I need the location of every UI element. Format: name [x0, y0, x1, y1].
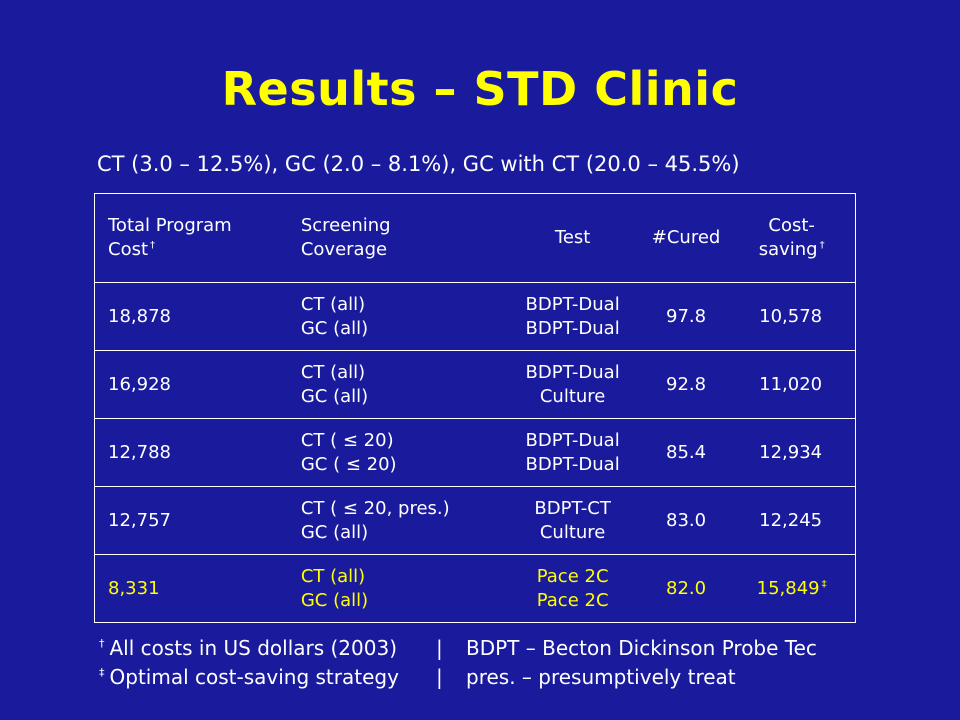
cell-test: Pace 2C Pace 2C: [501, 554, 644, 623]
test-gc: Culture: [539, 385, 606, 407]
header-total-cost-line1: Total Program: [108, 215, 232, 236]
header-cost-saving-line1: Cost-: [768, 215, 815, 236]
dagger-mark: †: [150, 240, 156, 251]
footnote-text: All costs in US dollars (2003): [109, 636, 398, 660]
cell-coverage: CT (all) GC (all): [300, 554, 502, 623]
cost-saving-value: 12,245: [759, 509, 823, 531]
header-cost-saving-text: saving: [758, 239, 818, 260]
cell-total-cost: 12,757: [94, 486, 301, 555]
coverage-gc: GC (all): [300, 385, 369, 407]
header-coverage-line2: Coverage: [300, 239, 388, 260]
cost-saving-value: 11,020: [759, 373, 823, 395]
footnote-separator: |: [436, 665, 443, 689]
prevalence-subtitle: CT (3.0 – 12.5%), GC (2.0 – 8.1%), GC wi…: [97, 152, 740, 176]
header-coverage-line1: Screening: [300, 215, 391, 236]
coverage-ct: CT ( ≤ 20): [300, 429, 394, 451]
table-row: 12,788 CT ( ≤ 20) GC ( ≤ 20) BDPT-Dual B…: [94, 418, 856, 487]
footnote-right: pres. – presumptively treat: [466, 665, 736, 689]
test-gc: Culture: [539, 521, 606, 543]
header-cost-saving-line2: saving †: [728, 238, 855, 262]
dagger-mark: †: [99, 637, 105, 650]
table-row: 12,757 CT ( ≤ 20, pres.) GC (all) BDPT-C…: [94, 486, 856, 555]
cell-cost-saving: 15,849 ‡: [728, 554, 856, 623]
cost-saving-value: 10,578: [759, 305, 823, 327]
table-row: 16,928 CT (all) GC (all) BDPT-Dual Cultu…: [94, 350, 856, 419]
footnote-row: ‡ Optimal cost-saving strategy | pres. – …: [96, 663, 817, 692]
coverage-gc: GC ( ≤ 20): [300, 453, 397, 475]
coverage-ct: CT ( ≤ 20, pres.): [300, 497, 450, 519]
coverage-gc: GC (all): [300, 589, 369, 611]
test-ct: Pace 2C: [536, 565, 609, 587]
cell-cured: 82.0: [643, 554, 729, 623]
test-ct: BDPT-CT: [534, 497, 611, 519]
cell-test: BDPT-Dual BDPT-Dual: [501, 418, 644, 487]
coverage-gc: GC (all): [300, 521, 369, 543]
footnotes: † All costs in US dollars (2003) | BDPT –…: [96, 634, 817, 692]
coverage-ct: CT (all): [300, 361, 366, 383]
double-dagger-mark: ‡: [821, 578, 827, 590]
header-test: Test: [554, 227, 591, 248]
cell-test: BDPT-Dual BDPT-Dual: [501, 282, 644, 351]
footnote-text: Optimal cost-saving strategy: [109, 665, 399, 689]
footnote-row: † All costs in US dollars (2003) | BDPT –…: [96, 634, 817, 663]
cell-coverage: CT (all) GC (all): [300, 350, 502, 419]
test-ct: BDPT-Dual: [525, 293, 620, 315]
cell-test: BDPT-Dual Culture: [501, 350, 644, 419]
cell-cured: 83.0: [643, 486, 729, 555]
cell-total-cost: 12,788: [94, 418, 301, 487]
table-header-row: Total Program Cost † Screening Coverage T…: [95, 194, 856, 283]
cell-cost-saving: 10,578: [728, 282, 856, 351]
header-total-cost-text: Cost: [108, 239, 149, 260]
test-gc: Pace 2C: [536, 589, 609, 611]
cell-cost-saving: 12,934: [728, 418, 856, 487]
footnote-separator: |: [436, 636, 443, 660]
cell-cost-saving: 11,020: [728, 350, 856, 419]
header-total-cost-line2: Cost †: [108, 238, 301, 262]
header-total-cost: Total Program Cost †: [95, 194, 301, 283]
cell-coverage: CT ( ≤ 20) GC ( ≤ 20): [300, 418, 502, 487]
header-cured: #Cured: [651, 227, 721, 248]
footnote-right: BDPT – Becton Dickinson Probe Tec: [466, 636, 817, 660]
cell-coverage: CT ( ≤ 20, pres.) GC (all): [300, 486, 502, 555]
coverage-gc: GC (all): [300, 317, 369, 339]
slide-title: Results – STD Clinic: [221, 62, 739, 116]
cell-cured: 97.8: [643, 282, 729, 351]
footnote-left: † All costs in US dollars (2003): [96, 634, 436, 663]
results-table: Total Program Cost † Screening Coverage T…: [94, 193, 856, 623]
test-ct: BDPT-Dual: [525, 429, 620, 451]
coverage-ct: CT (all): [300, 565, 366, 587]
cell-total-cost: 16,928: [94, 350, 301, 419]
cell-total-cost: 8,331: [94, 554, 301, 623]
cost-saving-value: 15,849: [756, 577, 820, 599]
double-dagger-mark: ‡: [99, 666, 105, 679]
footnote-left: ‡ Optimal cost-saving strategy: [96, 663, 436, 692]
cell-cured: 92.8: [643, 350, 729, 419]
test-gc: BDPT-Dual: [525, 453, 620, 475]
coverage-ct: CT (all): [300, 293, 366, 315]
cell-test: BDPT-CT Culture: [501, 486, 644, 555]
dagger-mark: †: [819, 240, 825, 251]
test-ct: BDPT-Dual: [525, 361, 620, 383]
cost-saving-value: 12,934: [759, 441, 823, 463]
header-cost-saving: Cost- saving †: [728, 194, 855, 283]
header-coverage: Screening Coverage: [301, 194, 502, 283]
test-gc: BDPT-Dual: [525, 317, 620, 339]
cell-cured: 85.4: [643, 418, 729, 487]
cell-total-cost: 18,878: [94, 282, 301, 351]
cell-coverage: CT (all) GC (all): [300, 282, 502, 351]
table-row-optimal: 8,331 CT (all) GC (all) Pace 2C Pace 2C …: [94, 554, 856, 623]
table-row: 18,878 CT (all) GC (all) BDPT-Dual BDPT-…: [94, 282, 856, 351]
cell-cost-saving: 12,245: [728, 486, 856, 555]
